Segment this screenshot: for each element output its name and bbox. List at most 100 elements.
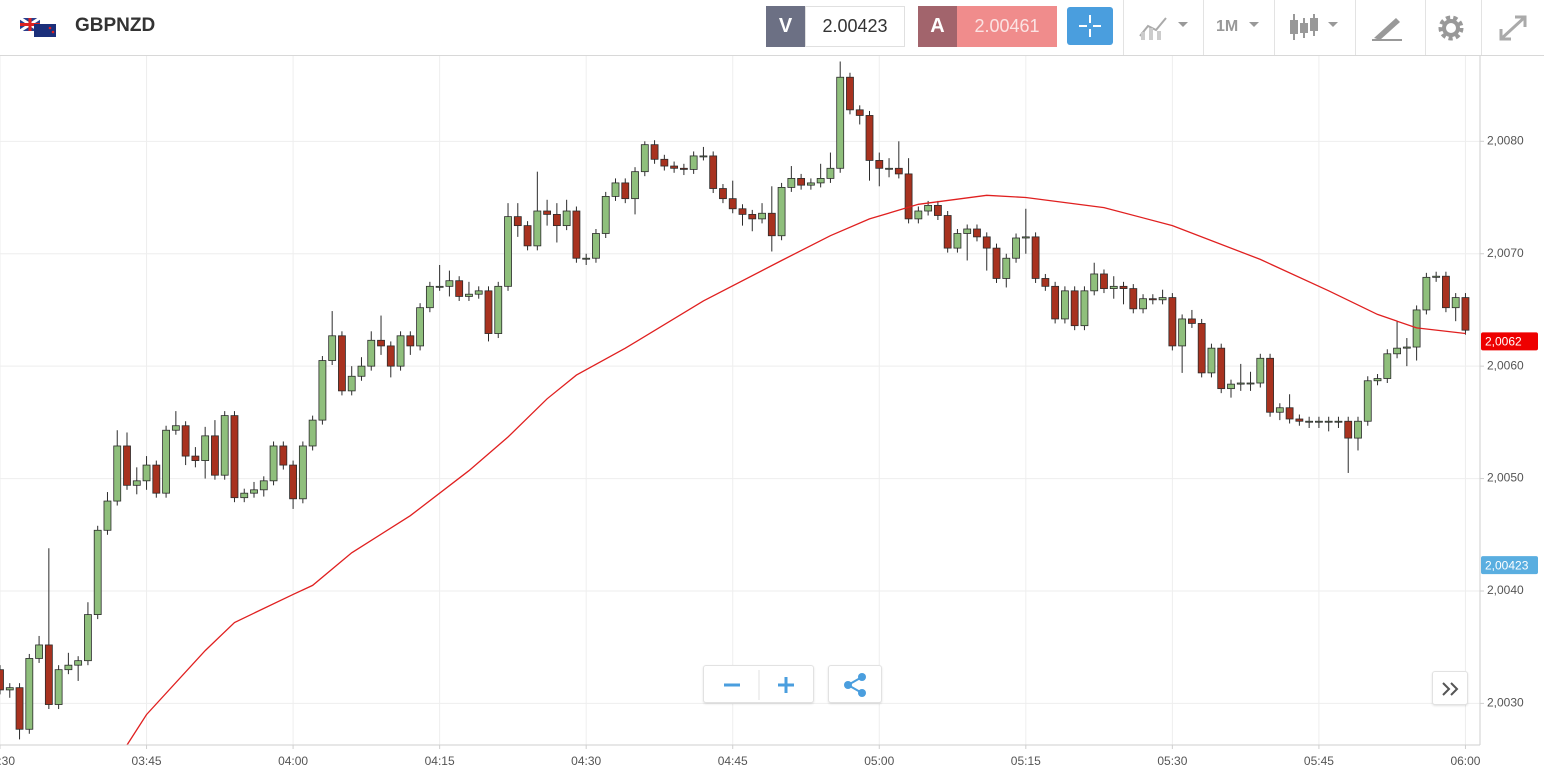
candle-body xyxy=(328,335,337,361)
candle-body xyxy=(123,445,131,486)
candle-body xyxy=(992,247,1001,279)
candle-body xyxy=(660,158,669,167)
candle-body xyxy=(601,195,610,234)
x-tick-label: 04:30 xyxy=(571,754,601,768)
candle-body xyxy=(191,455,200,461)
candle-body xyxy=(377,339,385,347)
zoom-in-button[interactable] xyxy=(778,677,794,693)
candle-body xyxy=(494,285,503,334)
candle-body xyxy=(386,345,395,367)
candle-body xyxy=(670,165,679,169)
candle-body xyxy=(259,480,268,491)
candle-body xyxy=(211,435,219,476)
candle-body xyxy=(699,155,708,158)
candle-body xyxy=(963,228,972,234)
ask-label[interactable]: A xyxy=(918,6,957,47)
x-tick-label: 06:00 xyxy=(1450,754,1480,768)
x-tick-label: 03:30 xyxy=(0,754,15,768)
candle-body xyxy=(914,210,923,220)
candle-body xyxy=(1373,378,1382,382)
candle-body xyxy=(1188,318,1196,324)
x-tick-label: 03:45 xyxy=(132,754,162,768)
candle-body xyxy=(1344,420,1353,439)
candle-body xyxy=(1246,382,1255,385)
candle-body xyxy=(953,233,962,249)
candle-body xyxy=(904,173,913,220)
candle-body xyxy=(1119,285,1128,289)
chart-type-button[interactable] xyxy=(1138,14,1193,42)
candle-body xyxy=(562,210,571,227)
candle-body xyxy=(816,178,825,184)
drawing-tool-button[interactable] xyxy=(1372,14,1404,42)
bid-price[interactable]: 2.00423 xyxy=(805,6,905,47)
candle-body xyxy=(631,171,639,200)
candle-body xyxy=(84,614,92,662)
candle-body xyxy=(64,664,73,671)
candle-body xyxy=(25,658,34,730)
candle-body xyxy=(1363,380,1372,422)
candle-body xyxy=(1354,420,1362,439)
candle-body xyxy=(54,669,63,705)
plot xyxy=(0,61,1470,746)
candle-body xyxy=(1158,297,1167,301)
candle-body xyxy=(1197,323,1206,374)
timeframe-arrow[interactable] xyxy=(1248,14,1262,42)
separator xyxy=(1203,0,1204,55)
bid-label[interactable]: V xyxy=(766,6,805,47)
candle-body xyxy=(5,687,14,691)
candle-body xyxy=(1031,236,1040,279)
zoom-controls xyxy=(703,665,814,703)
candle-body xyxy=(758,212,766,220)
candle-body xyxy=(679,167,688,170)
candle-body xyxy=(924,204,933,212)
candle-body xyxy=(826,167,835,179)
candle-body xyxy=(357,365,366,377)
candle-body xyxy=(611,182,620,197)
x-tick-label: 05:45 xyxy=(1304,754,1334,768)
price-tag xyxy=(1481,332,1538,351)
candle-body xyxy=(1432,275,1441,278)
candle-body xyxy=(93,529,102,615)
crosshair-button[interactable] xyxy=(1067,7,1113,45)
candle-body xyxy=(1334,420,1343,423)
candle-body xyxy=(1051,285,1060,320)
ask-price[interactable]: 2.00461 xyxy=(957,6,1057,47)
y-tick-label: 2,0060 xyxy=(1487,358,1524,372)
candle-body xyxy=(709,155,718,189)
candle-body xyxy=(1422,276,1431,311)
candle-body xyxy=(474,290,483,295)
candle-body xyxy=(885,167,893,170)
candle-body xyxy=(1324,420,1333,423)
candle-body xyxy=(15,687,24,730)
candle-body xyxy=(1070,290,1079,327)
scroll-right-button[interactable] xyxy=(1432,671,1468,705)
candle-body xyxy=(465,293,473,297)
candle-body xyxy=(416,307,424,347)
zoom-icons xyxy=(724,670,794,700)
candle-body xyxy=(181,425,190,457)
candle-style-button[interactable] xyxy=(1288,12,1346,44)
candle-body xyxy=(777,187,786,237)
candle-body xyxy=(1227,383,1235,390)
candle-body xyxy=(572,210,581,259)
candle-body xyxy=(865,115,874,161)
candle-body xyxy=(1041,278,1050,287)
share-button[interactable] xyxy=(828,665,882,703)
candle-body xyxy=(269,445,278,482)
settings-button[interactable] xyxy=(1436,13,1466,43)
candle-body xyxy=(855,109,864,116)
x-tick-label: 05:30 xyxy=(1157,754,1187,768)
candle-body xyxy=(640,144,649,173)
fullscreen-button[interactable] xyxy=(1497,13,1529,43)
timeframe[interactable]: 1M xyxy=(1216,18,1239,35)
candle-body xyxy=(396,335,405,367)
candle-body xyxy=(1402,346,1411,349)
candle-body xyxy=(1266,357,1274,413)
candle-body xyxy=(44,644,53,705)
candle-body xyxy=(152,464,161,494)
candle-body xyxy=(132,480,141,486)
candle-body xyxy=(719,188,727,200)
candle-body xyxy=(230,415,239,499)
candle-body xyxy=(113,445,122,502)
